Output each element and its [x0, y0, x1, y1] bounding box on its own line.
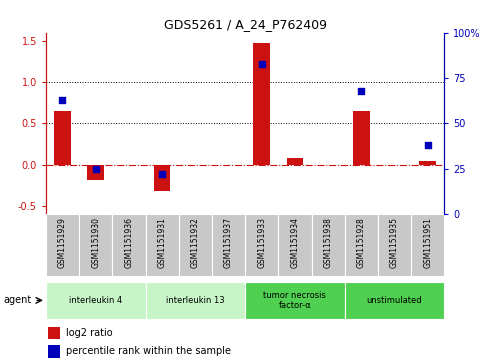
Point — [258, 61, 266, 66]
Point — [424, 142, 432, 148]
Bar — [54, 111, 71, 165]
Bar — [254, 42, 270, 165]
Point — [357, 88, 365, 94]
Text: GSM1151936: GSM1151936 — [125, 217, 133, 268]
Bar — [48, 345, 60, 358]
Point — [92, 166, 99, 172]
Text: GSM1151932: GSM1151932 — [191, 217, 200, 268]
Text: GSM1151928: GSM1151928 — [357, 217, 366, 268]
Bar — [145, 214, 179, 276]
Bar — [112, 214, 145, 276]
Bar — [179, 214, 212, 276]
Bar — [312, 214, 345, 276]
Text: tumor necrosis
factor-α: tumor necrosis factor-α — [264, 291, 327, 310]
Text: GSM1151951: GSM1151951 — [423, 217, 432, 268]
Text: GSM1151935: GSM1151935 — [390, 217, 399, 268]
Title: GDS5261 / A_24_P762409: GDS5261 / A_24_P762409 — [164, 19, 327, 32]
Bar — [353, 111, 369, 165]
Bar — [48, 327, 60, 339]
Bar — [212, 214, 245, 276]
Text: log2 ratio: log2 ratio — [66, 328, 113, 338]
Bar — [345, 214, 378, 276]
Bar — [245, 214, 278, 276]
Text: percentile rank within the sample: percentile rank within the sample — [66, 346, 231, 356]
Text: GSM1151933: GSM1151933 — [257, 217, 266, 268]
Bar — [79, 214, 112, 276]
Bar — [278, 214, 312, 276]
Text: agent: agent — [4, 295, 32, 305]
Bar — [154, 165, 170, 191]
Text: GSM1151938: GSM1151938 — [324, 217, 333, 268]
Point — [58, 97, 66, 103]
Bar — [419, 160, 436, 165]
Text: GSM1151930: GSM1151930 — [91, 217, 100, 268]
Text: GSM1151931: GSM1151931 — [157, 217, 167, 268]
Bar — [245, 282, 345, 319]
Text: GSM1151934: GSM1151934 — [290, 217, 299, 268]
Bar — [87, 165, 104, 180]
Bar — [46, 214, 79, 276]
Bar — [286, 158, 303, 165]
Bar — [145, 282, 245, 319]
Bar — [378, 214, 411, 276]
Bar — [411, 214, 444, 276]
Text: GSM1151929: GSM1151929 — [58, 217, 67, 268]
Text: unstimulated: unstimulated — [367, 296, 422, 305]
Text: interleukin 13: interleukin 13 — [166, 296, 225, 305]
Bar — [345, 282, 444, 319]
Text: GSM1151937: GSM1151937 — [224, 217, 233, 268]
Text: interleukin 4: interleukin 4 — [69, 296, 122, 305]
Point — [158, 171, 166, 177]
Bar — [46, 282, 145, 319]
